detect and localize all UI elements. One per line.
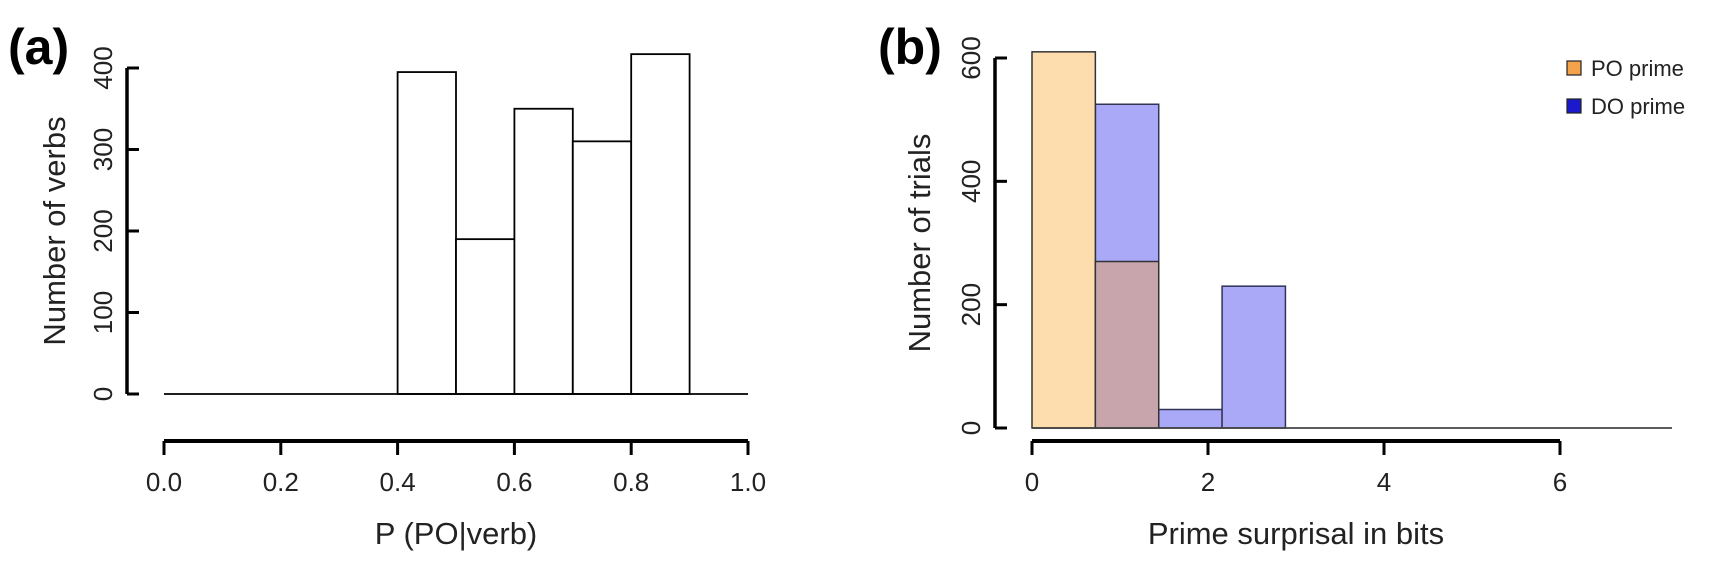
y-axis-a: 0 100 200 300 400 Number of verbs (37, 46, 139, 401)
x-axis-title: Prime surprisal in bits (1148, 516, 1444, 551)
y-axis-title: Number of verbs (37, 116, 72, 345)
panel-a: (a) 0 100 200 300 400 Number of verbs 0.0 0.2 0.4… (8, 19, 766, 551)
x-tick-label: 0.2 (263, 467, 299, 497)
po-prime-bar (1031, 51, 1097, 429)
y-tick-label: 600 (956, 36, 986, 79)
y-tick-label: 0 (88, 387, 118, 401)
x-tick-label: 4 (1377, 467, 1391, 497)
x-tick-label: 2 (1201, 467, 1215, 497)
legend-label: DO prime (1591, 94, 1685, 119)
histogram-bar (630, 53, 691, 395)
y-tick-label: 400 (88, 46, 118, 89)
histogram-bar (396, 71, 457, 395)
panel-b: (b) 0 200 400 600 Number of trials 0 2 4 6 Prime s… (878, 19, 1685, 551)
x-axis-b: 0 2 4 6 Prime surprisal in bits (1025, 439, 1567, 551)
y-tick-label: 300 (88, 128, 118, 171)
x-tick-label: 0.4 (380, 467, 416, 497)
panel-label-b: (b) (878, 19, 942, 75)
x-tick-label: 0.6 (496, 467, 532, 497)
x-tick-label: 1.0 (730, 467, 766, 497)
y-axis-b: 0 200 400 600 Number of trials (902, 36, 1007, 435)
legend: PO prime DO prime (1566, 56, 1685, 119)
x-axis-title: P (PO|verb) (375, 516, 538, 551)
histogram-bar (513, 107, 574, 395)
x-tick-label: 0.0 (146, 467, 182, 497)
do-prime-bar (1157, 408, 1223, 429)
po-prime-bar (1094, 260, 1160, 429)
y-tick-label: 100 (88, 291, 118, 334)
x-axis-a: 0.0 0.2 0.4 0.6 0.8 1.0 P (PO|verb) (146, 439, 766, 551)
x-tick-label: 0 (1025, 467, 1039, 497)
do-prime-bar (1221, 285, 1287, 429)
y-tick-label: 200 (88, 209, 118, 252)
y-axis-title: Number of trials (902, 134, 937, 353)
histogram-bar (455, 238, 516, 395)
histogram-bar (571, 140, 633, 395)
legend-swatch (1566, 60, 1582, 76)
x-tick-label: 0.8 (613, 467, 649, 497)
x-tick-label: 6 (1553, 467, 1567, 497)
legend-label: PO prime (1591, 56, 1684, 81)
y-tick-label: 400 (956, 160, 986, 203)
y-tick-label: 200 (956, 283, 986, 326)
y-tick-label: 0 (956, 421, 986, 435)
legend-swatch (1566, 98, 1582, 114)
panel-label-a: (a) (8, 19, 69, 75)
